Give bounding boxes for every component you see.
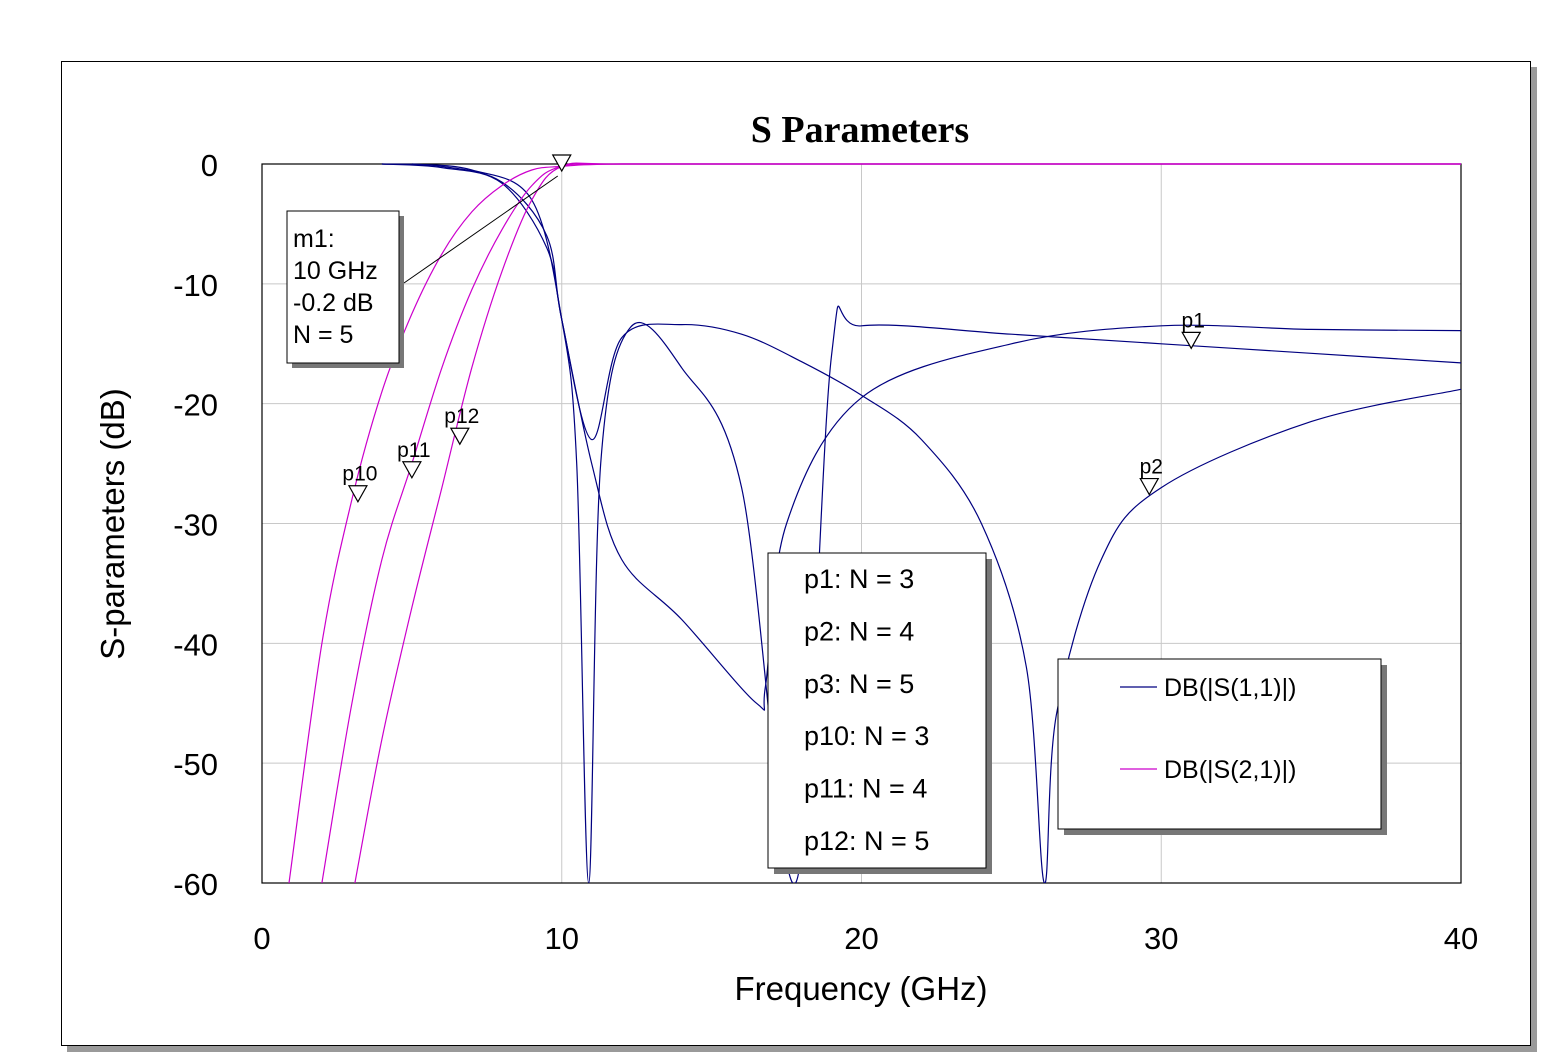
- series-line-s11-n3: [381, 163, 1461, 711]
- series-legend-label: DB(|S(1,1)|): [1164, 674, 1296, 702]
- parameter-legend-item: p2: N = 4: [804, 616, 914, 646]
- marker-note-line: N = 5: [293, 321, 353, 349]
- marker-p1-triangle: [1181, 331, 1202, 350]
- parameter-legend-item: p3: N = 5: [804, 669, 914, 699]
- x-tick-label: 20: [844, 921, 878, 956]
- y-axis-ticks: 0 -10 -20 -30 -40 -50 -60: [173, 148, 218, 902]
- marker-m1-triangle: [551, 154, 572, 173]
- series-legend-box: [1057, 658, 1382, 830]
- marker-note-leader: [403, 175, 559, 284]
- x-axis-ticks: 0 10 20 30 40: [253, 921, 1478, 956]
- marker-p12-label: p12: [444, 405, 479, 428]
- x-tick-label: 30: [1144, 921, 1178, 956]
- marker-p1-label: p1: [1182, 309, 1205, 332]
- markers: p1 p2 p10 p11 p12: [342, 154, 1205, 503]
- marker-p11-label: p11: [397, 439, 430, 462]
- x-tick-label: 0: [253, 921, 270, 956]
- plot-area: [288, 162, 1461, 883]
- parameter-legend-item: p12: N = 5: [804, 826, 929, 856]
- chart-title: S Parameters: [751, 109, 969, 151]
- marker-p12-triangle: [449, 427, 470, 446]
- y-axis-label: S-parameters (dB): [94, 388, 131, 659]
- y-tick-label: -40: [173, 627, 218, 662]
- marker-p10-label: p10: [342, 463, 377, 486]
- marker-p2-triangle: [1139, 477, 1160, 496]
- marker-note-box: [286, 210, 400, 364]
- y-tick-label: -50: [173, 747, 218, 782]
- marker-note: m1: 10 GHz -0.2 dB N = 5: [286, 175, 559, 368]
- marker-note-line: -0.2 dB: [293, 289, 374, 317]
- x-axis-label: Frequency (GHz): [734, 970, 987, 1007]
- y-tick-label: 0: [201, 148, 218, 183]
- x-tick-label: 10: [545, 921, 579, 956]
- marker-p11-triangle: [401, 461, 422, 479]
- series-legend: DB(|S(1,1)|) DB(|S(2,1)|): [1057, 658, 1387, 835]
- marker-note-line: m1:: [293, 225, 335, 253]
- x-tick-label: 40: [1444, 921, 1478, 956]
- y-tick-label: -30: [173, 508, 218, 543]
- series-line-s21-n5: [354, 162, 1461, 883]
- marker-p10-triangle: [347, 485, 368, 503]
- series-line-s11-n5: [411, 163, 1461, 883]
- parameter-legend: p1: N = 3 p2: N = 4 p3: N = 5 p10: N = 3 p11…: [767, 552, 992, 874]
- y-tick-label: -60: [173, 867, 218, 902]
- y-tick-label: -20: [173, 388, 218, 423]
- parameter-legend-item: p10: N = 3: [804, 721, 929, 751]
- parameter-legend-box: [767, 552, 987, 869]
- marker-p2-label: p2: [1140, 456, 1163, 479]
- series-legend-label: DB(|S(2,1)|): [1164, 756, 1296, 784]
- parameter-legend-item: p1: N = 3: [804, 564, 914, 594]
- y-tick-label: -10: [173, 268, 218, 303]
- marker-note-line: 10 GHz: [293, 257, 378, 285]
- parameter-legend-item: p11: N = 4: [804, 774, 927, 804]
